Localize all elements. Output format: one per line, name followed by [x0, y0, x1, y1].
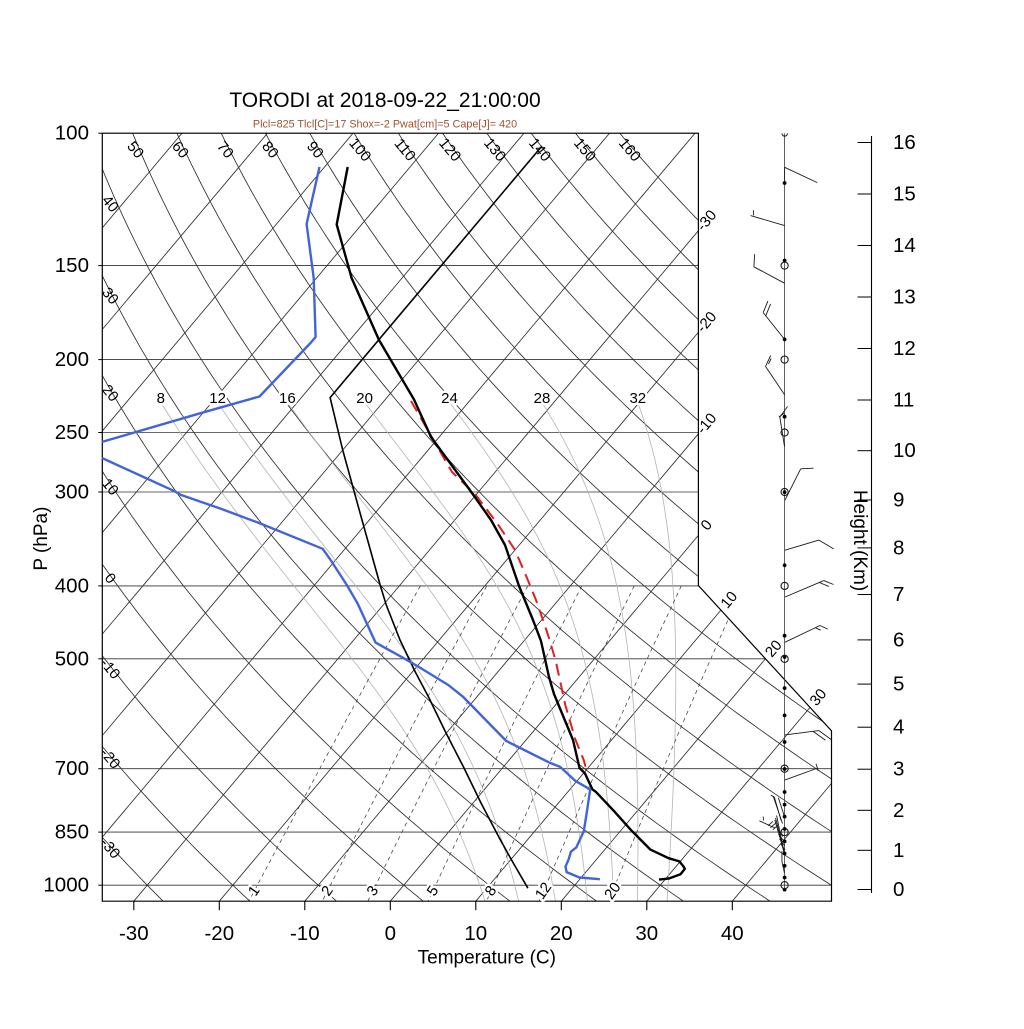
svg-text:16: 16: [279, 390, 296, 407]
svg-text:40: 40: [721, 922, 744, 945]
svg-text:500: 500: [55, 647, 89, 670]
svg-text:-20: -20: [204, 922, 234, 945]
svg-text:10: 10: [893, 439, 916, 462]
svg-text:250: 250: [55, 421, 89, 444]
svg-text:2: 2: [893, 799, 904, 822]
svg-text:13: 13: [893, 286, 916, 309]
svg-text:5: 5: [893, 673, 904, 696]
svg-text:28: 28: [534, 390, 551, 407]
svg-text:15: 15: [893, 183, 916, 206]
svg-text:6: 6: [893, 628, 904, 651]
svg-text:20: 20: [550, 922, 573, 945]
svg-text:150: 150: [55, 254, 89, 277]
svg-text:16: 16: [893, 131, 916, 154]
svg-text:0: 0: [385, 922, 396, 945]
svg-text:3: 3: [893, 758, 904, 781]
svg-text:Temperature (C): Temperature (C): [418, 948, 556, 969]
svg-text:-30: -30: [119, 922, 149, 945]
svg-text:8: 8: [157, 390, 165, 407]
svg-text:1000: 1000: [43, 874, 89, 897]
svg-text:200: 200: [55, 348, 89, 371]
svg-text:TORODI at 2018-09-22_21:00:00: TORODI at 2018-09-22_21:00:00: [229, 89, 540, 112]
svg-text:12: 12: [893, 337, 916, 360]
svg-text:850: 850: [55, 821, 89, 844]
svg-text:P (hPa): P (hPa): [31, 507, 52, 571]
svg-text:Height (Km): Height (Km): [849, 490, 870, 591]
svg-text:400: 400: [55, 574, 89, 597]
svg-text:10: 10: [464, 922, 487, 945]
svg-text:-10: -10: [290, 922, 320, 945]
svg-text:20: 20: [356, 390, 373, 407]
svg-text:0: 0: [893, 878, 904, 901]
svg-text:100: 100: [55, 122, 89, 145]
svg-text:7: 7: [893, 583, 904, 606]
svg-text:Plcl=825 Tlcl[C]=17 Shox=-2 Pw: Plcl=825 Tlcl[C]=17 Shox=-2 Pwat[cm]=5 C…: [253, 119, 517, 131]
svg-text:12: 12: [209, 390, 226, 407]
svg-text:11: 11: [893, 389, 914, 412]
svg-text:32: 32: [629, 390, 646, 407]
svg-text:4: 4: [893, 716, 904, 739]
svg-text:14: 14: [893, 234, 916, 257]
svg-text:24: 24: [441, 390, 458, 407]
svg-text:30: 30: [635, 922, 658, 945]
svg-text:8: 8: [893, 536, 904, 559]
svg-text:9: 9: [893, 489, 904, 512]
svg-text:1: 1: [893, 839, 904, 862]
svg-text:300: 300: [55, 481, 89, 504]
svg-text:700: 700: [55, 757, 89, 780]
